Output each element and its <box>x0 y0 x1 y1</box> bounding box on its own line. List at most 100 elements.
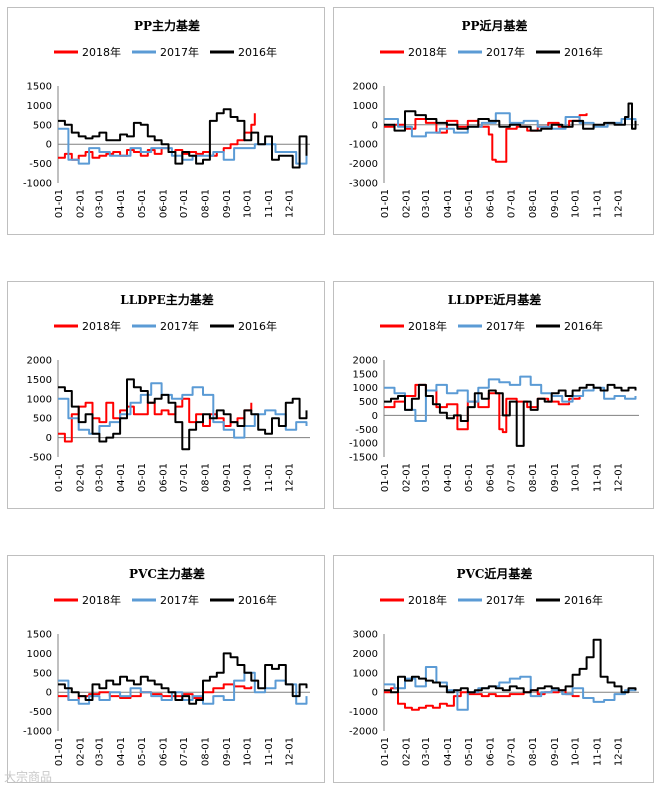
y-tick-label: 3000 <box>353 630 378 641</box>
x-tick-label: 07-01 <box>179 463 190 492</box>
x-tick-label: 01-01 <box>54 463 65 492</box>
legend-label: 2016年 <box>564 593 603 607</box>
y-tick-label: 2000 <box>27 356 52 367</box>
chart-svg: PVC主力基差 2018年 2017年 2016年 -1000 -500 0 500 1000 1… <box>23 566 310 766</box>
chart-title: PP主力基差 <box>134 18 200 33</box>
series-line-2016 <box>384 638 637 694</box>
x-tick-label: 12-01 <box>613 463 624 492</box>
x-tick-label: 11-01 <box>264 189 275 218</box>
y-tick-label: 0 <box>372 411 378 422</box>
x-tick-label: 11-01 <box>592 737 603 766</box>
x-tick-label: 10-01 <box>571 737 582 766</box>
series-line-2018 <box>58 397 253 443</box>
legend-label: 2017年 <box>486 45 525 59</box>
x-tick-label: 11-01 <box>264 737 275 766</box>
chart-svg: PP主力基差 2018年 2017年 2016年 -1000 -500 0 500 1000 15… <box>23 18 310 218</box>
x-tick-label: 07-01 <box>179 737 190 766</box>
x-tick-label: 10-01 <box>242 463 253 492</box>
y-tick-label: 1000 <box>353 668 378 679</box>
y-tick-label: -500 <box>29 707 52 718</box>
y-tick-label: -1000 <box>349 707 378 718</box>
series-line-2016 <box>384 383 637 447</box>
y-tick-label: 500 <box>33 668 52 679</box>
x-tick-label: 06-01 <box>158 189 169 218</box>
legend-label: 2016年 <box>238 593 277 607</box>
y-tick-label: 0 <box>46 688 52 699</box>
y-tick-label: 0 <box>46 433 52 444</box>
y-tick-label: 0 <box>46 140 52 151</box>
x-tick-label: 11-01 <box>592 189 603 218</box>
x-tick-label: 04-01 <box>116 463 127 492</box>
y-tick-label: 1500 <box>27 630 52 641</box>
series-line-2017 <box>58 382 308 439</box>
legend-label: 2017年 <box>486 319 525 333</box>
legend-label: 2018年 <box>408 319 447 333</box>
x-tick-label: 12-01 <box>285 463 296 492</box>
x-tick-label: 09-01 <box>222 463 233 492</box>
x-tick-label: 05-01 <box>137 189 148 218</box>
legend-label: 2017年 <box>160 45 199 59</box>
series-line-2016 <box>58 378 308 451</box>
x-tick-label: 04-01 <box>443 463 454 492</box>
x-tick-label: 08-01 <box>200 737 211 766</box>
x-tick-label: 01-01 <box>54 189 65 218</box>
x-tick-label: 01-01 <box>54 737 65 766</box>
x-tick-label: 07-01 <box>506 189 517 218</box>
series-line-2018 <box>384 383 581 434</box>
x-tick-label: 03-01 <box>95 189 106 218</box>
chart-title: LLDPE近月基差 <box>448 292 541 307</box>
x-tick-label: 05-01 <box>464 463 475 492</box>
series-line-2017 <box>384 666 637 711</box>
series-line-2018 <box>58 113 256 161</box>
x-tick-label: 09-01 <box>222 189 233 218</box>
x-tick-label: 04-01 <box>116 737 127 766</box>
chart-title: PVC近月基差 <box>457 566 533 581</box>
y-tick-label: -2000 <box>349 727 378 738</box>
chart-svg: LLDPE主力基差 2018年 2017年 2016年 -500 0 500 1000 1500… <box>27 292 310 492</box>
x-tick-label: 11-01 <box>264 463 275 492</box>
series-line-2016 <box>384 102 637 132</box>
legend-label: 2018年 <box>408 45 447 59</box>
series-line-2018 <box>384 113 588 163</box>
x-tick-label: 01-01 <box>380 737 391 766</box>
x-tick-label: 03-01 <box>421 189 432 218</box>
y-tick-label: 1000 <box>27 649 52 660</box>
x-tick-label: 09-01 <box>222 737 233 766</box>
x-tick-label: 10-01 <box>571 463 582 492</box>
x-tick-label: 08-01 <box>200 463 211 492</box>
x-tick-label: 03-01 <box>95 737 106 766</box>
x-tick-label: 08-01 <box>528 189 539 218</box>
x-tick-label: 08-01 <box>528 463 539 492</box>
chart-panel-lldpe-near: LLDPE近月基差 2018年 2017年 2016年 -1500 -1000 -500 0 5… <box>333 281 654 509</box>
x-tick-label: 02-01 <box>75 189 86 218</box>
legend-label: 2018年 <box>82 593 121 607</box>
x-tick-label: 09-01 <box>550 463 561 492</box>
x-tick-label: 03-01 <box>421 463 432 492</box>
legend-label: 2018年 <box>82 319 121 333</box>
x-tick-label: 01-01 <box>380 463 391 492</box>
x-tick-label: 10-01 <box>242 737 253 766</box>
y-tick-label: 0 <box>372 688 378 699</box>
x-tick-label: 04-01 <box>116 189 127 218</box>
y-tick-label: 1000 <box>27 101 52 112</box>
y-tick-label: 1000 <box>353 101 378 112</box>
series-line-2016 <box>58 652 308 705</box>
y-tick-label: -3000 <box>349 179 378 190</box>
x-tick-label: 07-01 <box>506 463 517 492</box>
x-tick-label: 10-01 <box>571 189 582 218</box>
chart-panel-pvc-near: PVC近月基差 2018年 2017年 2016年 -2000 -1000 0 1000 200… <box>333 555 654 783</box>
x-tick-label: 08-01 <box>200 189 211 218</box>
chart-title: LLDPE主力基差 <box>120 292 213 307</box>
x-tick-label: 05-01 <box>464 737 475 766</box>
legend-label: 2017年 <box>486 593 525 607</box>
y-tick-label: 500 <box>359 397 378 408</box>
y-tick-label: 500 <box>33 120 52 131</box>
x-tick-label: 02-01 <box>402 737 413 766</box>
y-tick-label: -500 <box>355 425 378 436</box>
chart-title: PVC主力基差 <box>129 566 205 581</box>
x-tick-label: 11-01 <box>592 463 603 492</box>
x-tick-label: 09-01 <box>550 737 561 766</box>
x-tick-label: 10-01 <box>242 189 253 218</box>
legend-label: 2016年 <box>564 45 603 59</box>
